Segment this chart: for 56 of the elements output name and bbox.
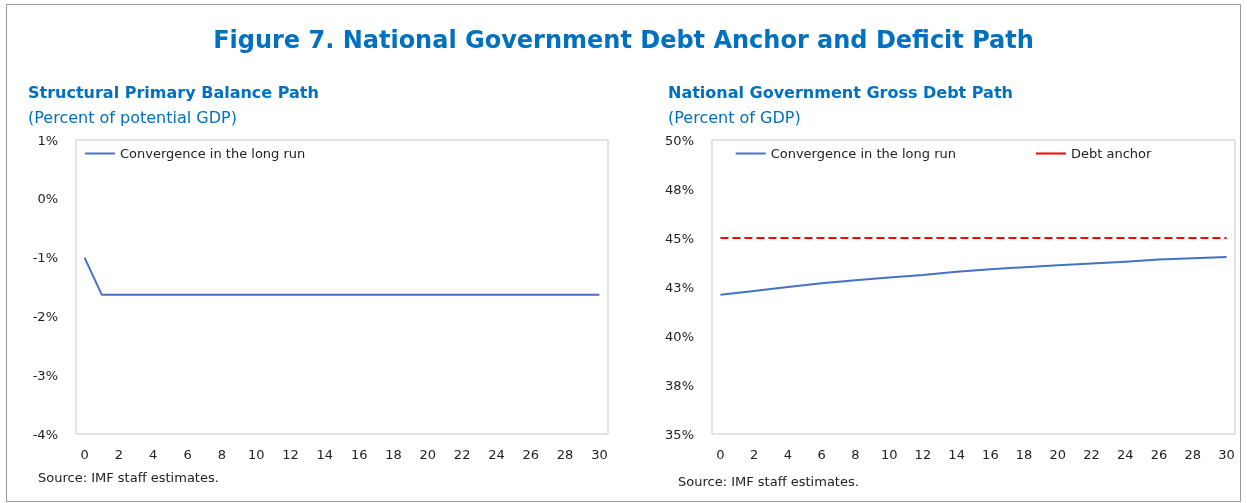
x-tick-label: 26: [1150, 447, 1168, 462]
y-tick-label: -4%: [32, 426, 58, 442]
y-tick-label: 43%: [665, 279, 694, 295]
x-tick-label: 18: [385, 447, 402, 462]
line-series: [719, 256, 1228, 296]
y-tick-label: 38%: [665, 377, 694, 393]
x-tick-label: 18: [1015, 447, 1033, 462]
y-axis-title: (Percent of GDP): [668, 108, 801, 127]
x-tick-label: 2: [114, 447, 124, 462]
legend-label: Convergence in the long run: [120, 146, 306, 161]
x-tick-label: 10: [247, 447, 265, 462]
x-tick-label: 14: [316, 447, 334, 462]
x-tick-label: 0: [716, 447, 725, 462]
y-tick-label: -1%: [32, 250, 58, 266]
x-tick-label: 16: [350, 447, 368, 462]
source-note: Source: IMF staff estimates.: [38, 470, 219, 485]
x-tick-label: 24: [1117, 447, 1134, 462]
chart-subtitle: National Government Gross Debt Path: [668, 83, 1013, 102]
y-tick-label: -3%: [32, 367, 58, 383]
x-tick-label: 28: [1184, 447, 1202, 462]
chart-subtitle: Structural Primary Balance Path: [28, 83, 319, 102]
x-tick-label: 4: [783, 447, 793, 462]
x-tick-label: 10: [880, 447, 898, 462]
x-tick-label: 0: [80, 447, 89, 462]
x-tick-label: 20: [419, 447, 437, 462]
y-tick-label: 40%: [665, 328, 694, 344]
legend-label: Debt anchor: [1070, 146, 1152, 161]
legend-label: Convergence in the long run: [770, 146, 956, 161]
y-axis-title: (Percent of potential GDP): [28, 108, 237, 127]
x-tick-label: 26: [522, 447, 540, 462]
x-tick-label: 6: [817, 447, 826, 462]
x-tick-label: 22: [453, 447, 471, 462]
x-tick-label: 2: [750, 447, 759, 462]
chart-title: Figure 7. National Government Debt Anchor and Deficit Path: [212, 26, 1035, 54]
y-tick-label: -2%: [32, 308, 58, 324]
x-tick-label: 30: [1218, 447, 1235, 462]
x-tick-label: 12: [282, 447, 299, 462]
x-tick-label: 6: [183, 447, 192, 462]
x-tick-label: 16: [982, 447, 999, 462]
y-tick-label: 45%: [665, 230, 694, 246]
y-tick-label: 1%: [37, 132, 58, 148]
x-tick-label: 30: [591, 447, 608, 462]
x-tick-label: 8: [851, 447, 860, 462]
x-tick-label: 22: [1083, 447, 1100, 462]
y-tick-label: 0%: [37, 191, 58, 207]
x-tick-label: 20: [1049, 447, 1067, 462]
x-tick-label: 4: [149, 447, 158, 462]
y-tick-label: 35%: [665, 426, 694, 442]
source-note: Source: IMF staff estimates.: [678, 474, 859, 489]
x-tick-label: 8: [217, 447, 227, 462]
y-tick-label: 48%: [665, 181, 694, 197]
x-tick-label: 24: [488, 447, 505, 462]
x-tick-label: 28: [556, 447, 574, 462]
x-tick-label: 12: [914, 447, 932, 462]
x-tick-label: 14: [948, 447, 965, 462]
y-tick-label: 50%: [665, 132, 694, 148]
